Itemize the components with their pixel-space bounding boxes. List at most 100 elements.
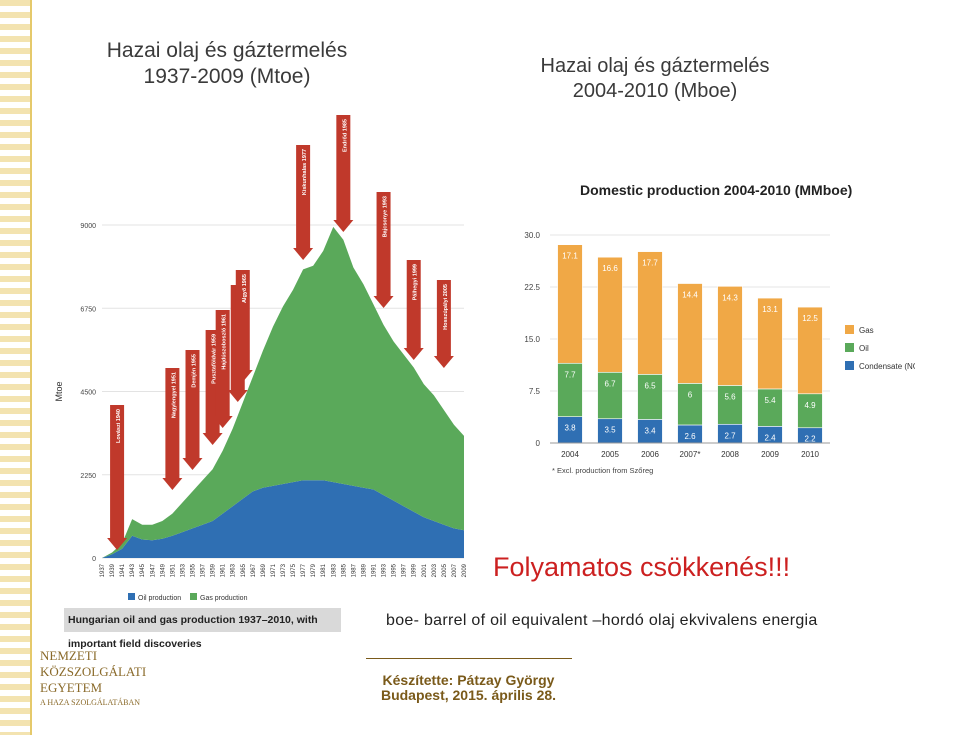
discovery-arrow-head bbox=[182, 458, 203, 470]
legend-label-gas: Gas production bbox=[200, 595, 248, 602]
bar-value-label: 3.8 bbox=[564, 424, 576, 433]
x-tick-label: 2001 bbox=[422, 563, 428, 577]
x-tick-label: 1987 bbox=[351, 563, 357, 577]
legend-label: Oil bbox=[859, 344, 869, 353]
discovery-arrow-shaft bbox=[406, 260, 421, 348]
x-tick-label: 2007* bbox=[680, 450, 701, 459]
x-tick-label: 1965 bbox=[241, 563, 247, 577]
discovery-arrow-head bbox=[373, 296, 394, 308]
legend-swatch bbox=[845, 343, 854, 352]
x-tick-label: 1979 bbox=[311, 563, 317, 577]
bar-segment bbox=[757, 297, 783, 390]
x-tick-label: 2010 bbox=[801, 450, 819, 459]
chart-footnote: * Excl. production from Szőreg bbox=[552, 466, 653, 475]
y-tick-label: 22.5 bbox=[524, 283, 540, 292]
discovery-label: Demjén 1955 bbox=[192, 354, 198, 388]
bar-value-label: 2.2 bbox=[804, 435, 816, 444]
x-tick-label: 1995 bbox=[392, 563, 398, 577]
discovery-label: Bajcsonye 1993 bbox=[383, 196, 389, 237]
bar-value-label: 16.6 bbox=[602, 264, 618, 273]
x-tick-label: 1961 bbox=[221, 563, 227, 577]
discovery-arrow-shaft bbox=[235, 270, 250, 370]
y-axis-label: Mtoe bbox=[54, 381, 64, 401]
bar-value-label: 5.4 bbox=[764, 396, 776, 405]
legend-swatch-gas bbox=[190, 593, 197, 600]
y-tick-label: 9000 bbox=[80, 223, 96, 230]
oil-area bbox=[102, 480, 464, 558]
discovery-arrow-shaft bbox=[110, 405, 125, 538]
x-tick-label: 1969 bbox=[261, 563, 267, 577]
x-tick-label: 1949 bbox=[160, 563, 166, 577]
bar-value-label: 2.7 bbox=[724, 431, 736, 440]
legend-label: Gas bbox=[859, 326, 874, 335]
discovery-label: Nagylengyel 1951 bbox=[171, 372, 177, 418]
x-tick-label: 2006 bbox=[641, 450, 659, 459]
bar-segment bbox=[637, 251, 663, 375]
x-tick-label: 2003 bbox=[432, 563, 438, 577]
discovery-label: Kiskunhalas 1977 bbox=[302, 149, 308, 195]
bar-value-label: 13.1 bbox=[762, 305, 778, 314]
bar-value-label: 14.3 bbox=[722, 293, 738, 302]
y-tick-label: 4500 bbox=[80, 390, 96, 397]
x-tick-label: 1981 bbox=[321, 563, 327, 577]
bar-value-label: 17.7 bbox=[642, 259, 658, 268]
discovery-label: Endrőd 1985 bbox=[342, 119, 348, 152]
x-tick-label: 1941 bbox=[120, 563, 126, 577]
x-tick-label: 1999 bbox=[412, 563, 418, 577]
production-area-chart: Mtoe 0 2250 4500 6750 9000 1937 1939 1941 1943 194… bbox=[54, 115, 468, 602]
bar-segment bbox=[597, 418, 623, 444]
y-tick-label: 0 bbox=[536, 439, 541, 448]
discovery-arrow-head bbox=[107, 538, 128, 550]
y-tick-label: 0 bbox=[92, 556, 96, 563]
discovery-label: Hajdúszoboszló 1961 bbox=[222, 314, 228, 370]
discovery-arrow-head bbox=[433, 356, 454, 368]
bar-segment bbox=[677, 383, 703, 426]
x-tick-label: 1957 bbox=[201, 563, 207, 577]
bar-value-label: 2.6 bbox=[684, 432, 696, 441]
discovery-arrow-head bbox=[293, 248, 314, 260]
bar-segment bbox=[557, 416, 583, 444]
bar-value-label: 2.4 bbox=[764, 433, 776, 442]
bar-value-label: 4.9 bbox=[804, 401, 816, 410]
legend-label: Condensate (NGL) bbox=[859, 362, 915, 371]
bar-segment bbox=[557, 362, 583, 417]
bar-value-label: 6.7 bbox=[604, 379, 616, 388]
x-tick-label: 1937 bbox=[100, 563, 106, 577]
right-chart-title: Hazai olaj és gáztermelés 2004-2010 (Mbo… bbox=[540, 55, 770, 102]
legend-label-oil: Oil production bbox=[138, 595, 181, 602]
x-tick-label: 1991 bbox=[372, 563, 378, 577]
discovery-label: Algyő 1965 bbox=[242, 274, 248, 303]
discovery-arrow-head bbox=[202, 433, 223, 445]
x-tick-label: 1975 bbox=[291, 563, 297, 577]
bar-value-label: 7.7 bbox=[564, 370, 576, 379]
chart-caption: Hungarian oil and gas production 1937–20… bbox=[64, 608, 341, 650]
discovery-arrow-shaft bbox=[296, 145, 311, 248]
legend-swatch-oil bbox=[128, 593, 135, 600]
x-tick-label: 1939 bbox=[110, 563, 116, 577]
discovery-label: Pálhegyi 1999 bbox=[413, 264, 419, 300]
x-tick-label: 1989 bbox=[361, 563, 367, 577]
x-tick-label: 2008 bbox=[721, 450, 739, 459]
y-tick-label: 7.5 bbox=[529, 387, 541, 396]
discovery-arrow-head bbox=[403, 348, 424, 360]
domestic-production-bar-chart: Domestic production 2004-2010 (MMboe) 0 7.… bbox=[510, 175, 915, 495]
bar-segment bbox=[597, 371, 623, 420]
university-logo: NEMZETI KÖZSZOLGÁLATI EGYETEM A HAZA SZO… bbox=[40, 648, 147, 707]
x-tick-label: 2009 bbox=[462, 563, 468, 577]
discovery-label: Pusztaföldvár 1959 bbox=[212, 334, 218, 384]
discovery-label: Lovászi 1940 bbox=[116, 409, 122, 443]
discovery-arrow-head bbox=[162, 478, 183, 490]
discovery-arrow-head bbox=[232, 370, 253, 382]
x-tick-label: 1963 bbox=[231, 563, 237, 577]
bar-value-label: 3.4 bbox=[644, 426, 656, 435]
bar-value-label: 3.5 bbox=[604, 426, 616, 435]
bar-value-label: 6.5 bbox=[644, 381, 656, 390]
bar-segment bbox=[677, 283, 703, 384]
x-tick-label: 1971 bbox=[271, 563, 277, 577]
discovery-arrow-head bbox=[333, 220, 354, 232]
y-tick-label: 2250 bbox=[80, 473, 96, 480]
x-tick-label: 1977 bbox=[301, 563, 307, 577]
x-tick-label: 2005 bbox=[442, 563, 448, 577]
left-chart-title: Hazai olaj és gáztermelés 1937-2009 (Mto… bbox=[106, 39, 348, 89]
boe-note: boe- barrel of oil equivalent –hordó ola… bbox=[386, 612, 818, 629]
